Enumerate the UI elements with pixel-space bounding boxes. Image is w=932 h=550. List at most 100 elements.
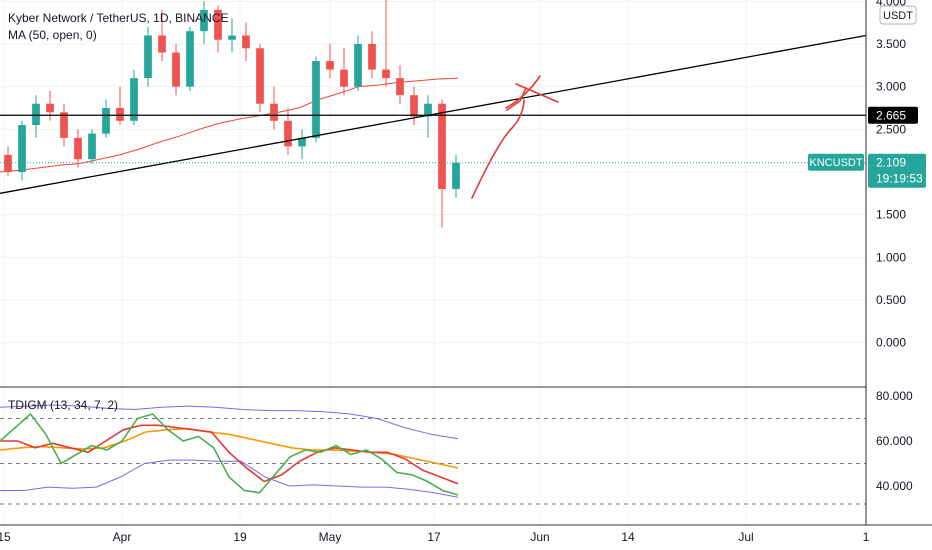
candle-body-22 bbox=[312, 61, 320, 138]
price-tick-7: 0.500 bbox=[876, 293, 906, 307]
candle-7 bbox=[102, 99, 110, 138]
horizontal-line-price-text: 2.665 bbox=[876, 108, 906, 122]
indicator-signal-line bbox=[0, 424, 459, 485]
candle-17 bbox=[242, 22, 250, 62]
candle-body-20 bbox=[284, 120, 292, 147]
symbol-badge: KNCUSDT bbox=[808, 153, 864, 171]
candle-body-17 bbox=[242, 35, 250, 49]
candle-19 bbox=[270, 86, 278, 130]
trend-line[interactable] bbox=[0, 34, 867, 194]
price-tick-1: 3.500 bbox=[876, 37, 906, 51]
candle-body-29 bbox=[410, 95, 418, 117]
currency-button[interactable]: USDT bbox=[879, 5, 917, 25]
candle-body-31 bbox=[438, 103, 446, 190]
candle-body-16 bbox=[228, 35, 236, 40]
time-tick-2: 19 bbox=[233, 530, 247, 544]
candle-4 bbox=[60, 103, 68, 147]
candle-13 bbox=[186, 26, 194, 91]
candle-body-2 bbox=[32, 103, 40, 126]
indicator-label[interactable]: TDIGM (13, 34, 7, 2) bbox=[8, 398, 118, 412]
candle-31 bbox=[438, 99, 446, 228]
candle-body-11 bbox=[158, 35, 166, 53]
candle-body-0 bbox=[4, 154, 12, 172]
candle-0 bbox=[4, 146, 12, 177]
time-tick-7: Jul bbox=[738, 530, 753, 544]
annotation-arrow-head bbox=[506, 87, 527, 111]
candle-body-13 bbox=[186, 31, 194, 87]
candle-22 bbox=[312, 56, 320, 143]
candle-26 bbox=[368, 31, 376, 79]
indicator-tick-1: 60.000 bbox=[876, 434, 913, 448]
candle-body-23 bbox=[326, 61, 334, 70]
candle-body-3 bbox=[46, 103, 54, 113]
candle-12 bbox=[172, 44, 180, 96]
candle-body-19 bbox=[270, 103, 278, 121]
candle-24 bbox=[340, 48, 348, 96]
candle-1 bbox=[18, 120, 26, 181]
time-tick-3: May bbox=[319, 530, 342, 544]
time-tick-1: Apr bbox=[113, 530, 132, 544]
indicator-dashed-levels bbox=[0, 418, 866, 505]
candle-27 bbox=[382, 0, 390, 87]
candle-body-18 bbox=[256, 48, 264, 104]
candle-2 bbox=[32, 95, 40, 138]
price-tick-6: 1.000 bbox=[876, 250, 906, 264]
candle-6 bbox=[88, 129, 96, 164]
candle-body-26 bbox=[368, 44, 376, 70]
time-tick-0: 15 bbox=[0, 530, 11, 544]
candle-10 bbox=[144, 26, 152, 87]
candle-body-21 bbox=[298, 137, 306, 147]
candle-5 bbox=[74, 129, 82, 168]
indicator-mid-line bbox=[0, 427, 459, 469]
price-pane[interactable]: Kyber Network / TetherUS, 1D, BINANCE MA… bbox=[0, 0, 867, 228]
candle-body-30 bbox=[424, 103, 432, 117]
price-axis[interactable]: 4.0003.5003.0002.5002.0001.5001.0000.500… bbox=[865, 0, 932, 525]
indicator-tick-0: 80.000 bbox=[876, 389, 913, 403]
ma-indicator-label[interactable]: MA (50, open, 0) bbox=[8, 28, 97, 42]
candle-body-27 bbox=[382, 69, 390, 79]
ma-line bbox=[0, 77, 459, 173]
candle-30 bbox=[424, 95, 432, 138]
indicator-pane[interactable]: TDIGM (13, 34, 7, 2) bbox=[0, 398, 866, 505]
candle-9 bbox=[130, 69, 138, 126]
hand-drawn-annotation[interactable] bbox=[471, 75, 559, 199]
candle-11 bbox=[158, 9, 166, 62]
candle-body-25 bbox=[354, 44, 362, 87]
time-axis[interactable]: 15 Apr 19 May 17 Jun 14 Jul 1 bbox=[0, 524, 932, 544]
time-tick-6: 14 bbox=[621, 530, 635, 544]
annotation-cross-b bbox=[505, 75, 541, 109]
candle-25 bbox=[354, 35, 362, 91]
candle-body-5 bbox=[74, 137, 82, 160]
price-tick-5: 1.500 bbox=[876, 208, 906, 222]
candle-16 bbox=[228, 18, 236, 53]
candle-body-28 bbox=[396, 78, 404, 96]
candle-21 bbox=[298, 129, 306, 160]
ma-line-layer bbox=[0, 77, 459, 173]
candle-29 bbox=[410, 86, 418, 126]
grid-lines bbox=[0, 0, 867, 525]
annotation-arrow-stroke bbox=[471, 99, 525, 199]
candle-body-9 bbox=[130, 78, 138, 121]
horizontal-line-price-tag: 2.665 bbox=[868, 106, 918, 124]
candle-15 bbox=[214, 5, 222, 53]
currency-button-label: USDT bbox=[883, 10, 913, 22]
candle-body-32 bbox=[452, 162, 460, 190]
price-tick-3: 2.500 bbox=[876, 122, 906, 136]
time-tick-5: Jun bbox=[530, 530, 549, 544]
price-tick-labels: 4.0003.5003.0002.5002.0001.5001.0000.500… bbox=[876, 0, 906, 350]
indicator-upper-band bbox=[0, 404, 459, 440]
candle-body-7 bbox=[102, 108, 110, 134]
candle-body-15 bbox=[214, 9, 222, 40]
countdown-text: 19:19:53 bbox=[876, 172, 923, 186]
indicator-lower-band bbox=[0, 459, 459, 498]
candle-32 bbox=[452, 154, 460, 198]
candle-body-24 bbox=[340, 69, 348, 87]
candle-body-10 bbox=[144, 35, 152, 79]
candle-23 bbox=[326, 44, 334, 79]
candle-body-4 bbox=[60, 112, 68, 138]
candle-body-1 bbox=[18, 125, 26, 172]
symbol-badge-text: KNCUSDT bbox=[809, 157, 862, 169]
time-tick-8: 1 bbox=[863, 530, 870, 544]
time-tick-4: 17 bbox=[427, 530, 441, 544]
